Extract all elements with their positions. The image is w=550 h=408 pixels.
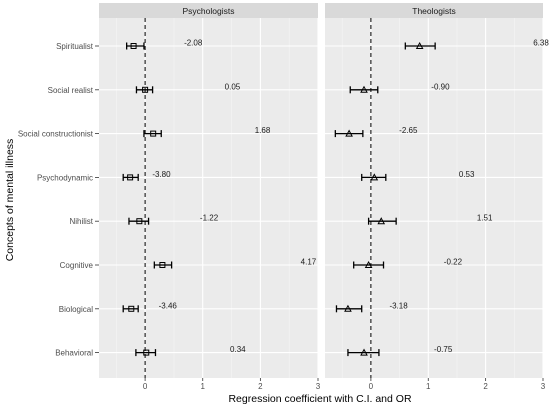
y-tick-label: Social constructionist [18,130,94,139]
facet-panels: Psychologists 0 1 2 3 -2.08 0.05 1.68 -3.80 -1.22… [99,3,549,391]
point-marker [377,217,386,225]
panel-background [325,18,543,378]
or-value-label: 1.68 [255,126,271,135]
panel-background [99,18,318,378]
y-tick-label: Behavioral [55,349,93,358]
point-marker [143,349,150,356]
or-value-label: -3.18 [389,301,408,310]
point-marker [345,129,353,137]
panel-psychologists: Psychologists 0 1 2 3 -2.08 0.05 1.68 -3.80 -1.22… [99,3,321,391]
x-tick-label: 1 [426,382,431,391]
point-marker [150,130,157,137]
point-marker [364,260,373,268]
panel-theologists: Theologists 0 1 2 3 6.38 -0.90 -2.65 0.53 1.51 -0.… [325,3,549,391]
point-marker [136,218,143,225]
point-marker [415,41,424,49]
facet-strip [99,3,318,18]
facet-strip [325,3,543,18]
facet-strip-label: Theologists [412,6,455,16]
or-value-label: -2.65 [399,126,418,135]
or-value-label: -1.22 [200,214,219,223]
or-value-label: -0.90 [431,82,450,91]
x-tick-label: 2 [258,382,263,391]
point-marker [130,43,137,49]
or-value-label: 0.53 [459,170,475,179]
point-marker [128,305,135,312]
y-axis-title: Concepts of mental illness [4,139,16,262]
y-tick-label: Spiritualist [56,42,94,51]
x-axis-title: Regression coefficient with C.I. and OR [228,393,411,405]
x-tick-label: 0 [369,382,374,391]
point-marker [142,86,149,93]
or-value-label: 0.34 [230,345,246,354]
x-tick-label: 3 [316,382,321,391]
y-tick-label: Cognitive [60,261,94,270]
or-value-label: -0.75 [434,345,453,354]
or-value-label: 1.51 [477,214,493,223]
y-tick-label: Nihilist [69,217,93,226]
y-axis: Spiritualist Social realist Social constru… [18,42,99,358]
point-marker [127,174,134,181]
or-value-label: 4.17 [301,258,317,267]
or-value-label: 6.38 [533,39,549,48]
or-value-label: -3.46 [159,301,178,310]
or-value-label: 0.05 [225,82,241,91]
point-marker [159,262,166,268]
y-tick-label: Social realist [48,86,94,95]
y-tick-label: Psychodynamic [37,173,93,182]
point-marker [344,304,352,312]
x-tick-label: 3 [541,382,546,391]
x-tick-label: 0 [143,382,148,391]
point-marker [370,173,379,181]
point-marker [360,85,368,93]
y-tick-label: Biological [59,305,93,314]
or-value-label: -2.08 [184,39,203,48]
point-marker [360,348,368,356]
x-tick-label: 1 [201,382,206,391]
facet-strip-label: Psychologists [183,6,235,16]
x-tick-label: 2 [483,382,488,391]
or-value-label: -3.80 [152,170,171,179]
or-value-label: -0.22 [444,258,463,267]
